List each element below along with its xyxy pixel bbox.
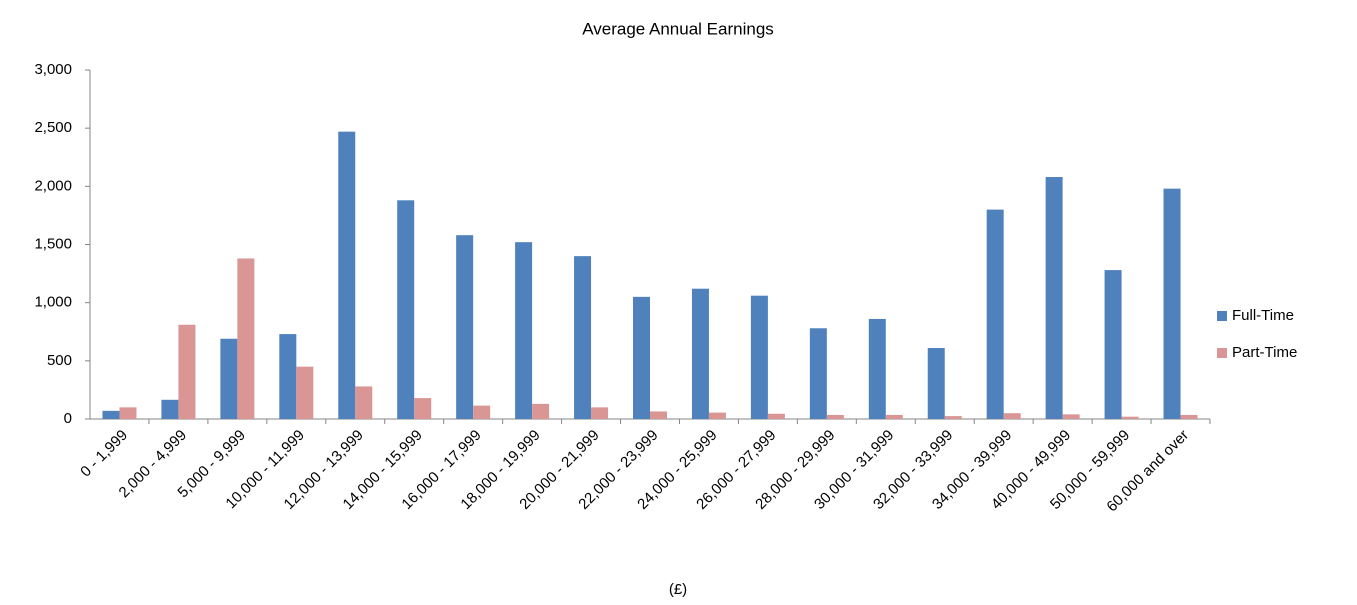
bar <box>750 295 768 419</box>
bar <box>338 131 356 419</box>
bar <box>708 412 726 419</box>
bar <box>178 324 196 419</box>
bar <box>119 407 137 419</box>
bar <box>1180 414 1198 419</box>
bar <box>691 288 709 419</box>
bar <box>532 403 550 419</box>
bar <box>1121 416 1139 419</box>
bar <box>986 209 1004 419</box>
y-tick-label: 500 <box>47 352 72 369</box>
bar <box>414 398 432 419</box>
bar <box>220 338 238 419</box>
legend-label: Full-Time <box>1232 307 1294 324</box>
bar <box>515 242 533 419</box>
bar <box>944 416 962 419</box>
y-tick-label: 1,500 <box>34 235 72 252</box>
bar <box>1062 414 1080 419</box>
bar <box>1045 177 1063 419</box>
bar <box>868 318 886 419</box>
bar <box>456 235 474 419</box>
bar <box>296 366 314 419</box>
bar <box>1163 188 1181 419</box>
x-tick-label: 0 - 1,999 <box>77 427 131 481</box>
bar <box>161 399 179 419</box>
x-axis-label: (£) <box>669 581 687 598</box>
bar <box>885 414 903 419</box>
y-tick-label: 3,000 <box>34 61 72 78</box>
bar <box>574 256 592 419</box>
legend-label: Part-Time <box>1232 344 1297 361</box>
y-tick-label: 1,000 <box>34 294 72 311</box>
y-tick-label: 2,500 <box>34 119 72 136</box>
bar <box>927 348 945 419</box>
bar <box>279 334 297 419</box>
bar <box>826 414 844 419</box>
bar <box>767 413 785 419</box>
bar <box>473 405 491 419</box>
bar <box>1003 413 1021 419</box>
bar <box>397 200 415 419</box>
y-tick-label: 0 <box>64 410 72 427</box>
bar <box>633 296 650 419</box>
bar <box>237 258 255 419</box>
legend-swatch <box>1217 348 1227 358</box>
bar <box>809 328 827 419</box>
bar <box>102 410 120 419</box>
legend-swatch <box>1217 311 1227 321</box>
bar <box>650 411 667 419</box>
bar <box>591 407 609 419</box>
bar <box>355 386 373 419</box>
bar <box>1104 270 1122 419</box>
y-tick-label: 2,000 <box>34 177 72 194</box>
chart-title: Average Annual Earnings <box>582 19 774 38</box>
